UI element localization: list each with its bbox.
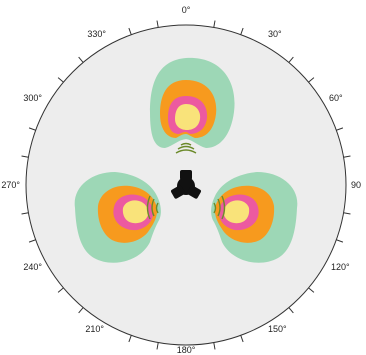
tick-170 [213,342,216,350]
angle-label-270: 270° [1,180,20,190]
tick-40 [288,56,294,63]
tick-230 [57,287,64,293]
angle-label-300: 300° [23,93,42,103]
tick-140 [288,307,294,314]
tick-310 [57,77,64,83]
angle-label-120: 120° [331,262,350,272]
tick-190 [156,342,159,350]
sound-wave-icon-left [146,195,159,220]
angle-label-180: 180° [177,345,196,355]
sound-wave-icon-top [175,142,197,154]
tick-70 [336,127,344,131]
angle-label-210: 210° [85,324,104,334]
angle-label-240: 240° [23,262,42,272]
sound-wave-icon-right [213,195,226,220]
lobe-right-core [223,200,250,224]
lobe-right [211,172,298,263]
tick-320 [78,56,84,63]
angle-label-0: 0° [182,5,191,15]
angle-labels: 0° 30° 60° 90 120° 150° 180° 210° 240° 2… [1,5,361,355]
tick-250 [28,239,36,243]
lobe-left-core [122,200,149,224]
lobe-left [74,172,161,263]
tick-290 [28,127,36,131]
angle-label-330: 330° [87,29,106,39]
tick-350 [156,20,159,28]
tick-160 [240,335,244,343]
lobe-top-core [175,104,201,130]
speaker-tri-icon [171,170,201,199]
tick-130 [308,287,315,293]
tick-50 [308,77,315,83]
tick-260 [21,212,29,215]
angle-label-60: 60° [329,93,343,103]
tick-110 [336,239,344,243]
tick-280 [21,155,29,158]
angle-label-90: 90 [351,180,361,190]
polar-ticks [21,20,351,350]
tick-220 [78,307,84,314]
tick-200 [128,335,132,343]
tick-20 [240,27,244,35]
tick-100 [343,212,351,215]
tick-10 [213,20,216,28]
angle-label-30: 30° [268,29,282,39]
angle-label-150: 150° [268,324,287,334]
lobe-top [150,57,235,148]
tick-80 [343,155,351,158]
tick-340 [128,27,132,35]
